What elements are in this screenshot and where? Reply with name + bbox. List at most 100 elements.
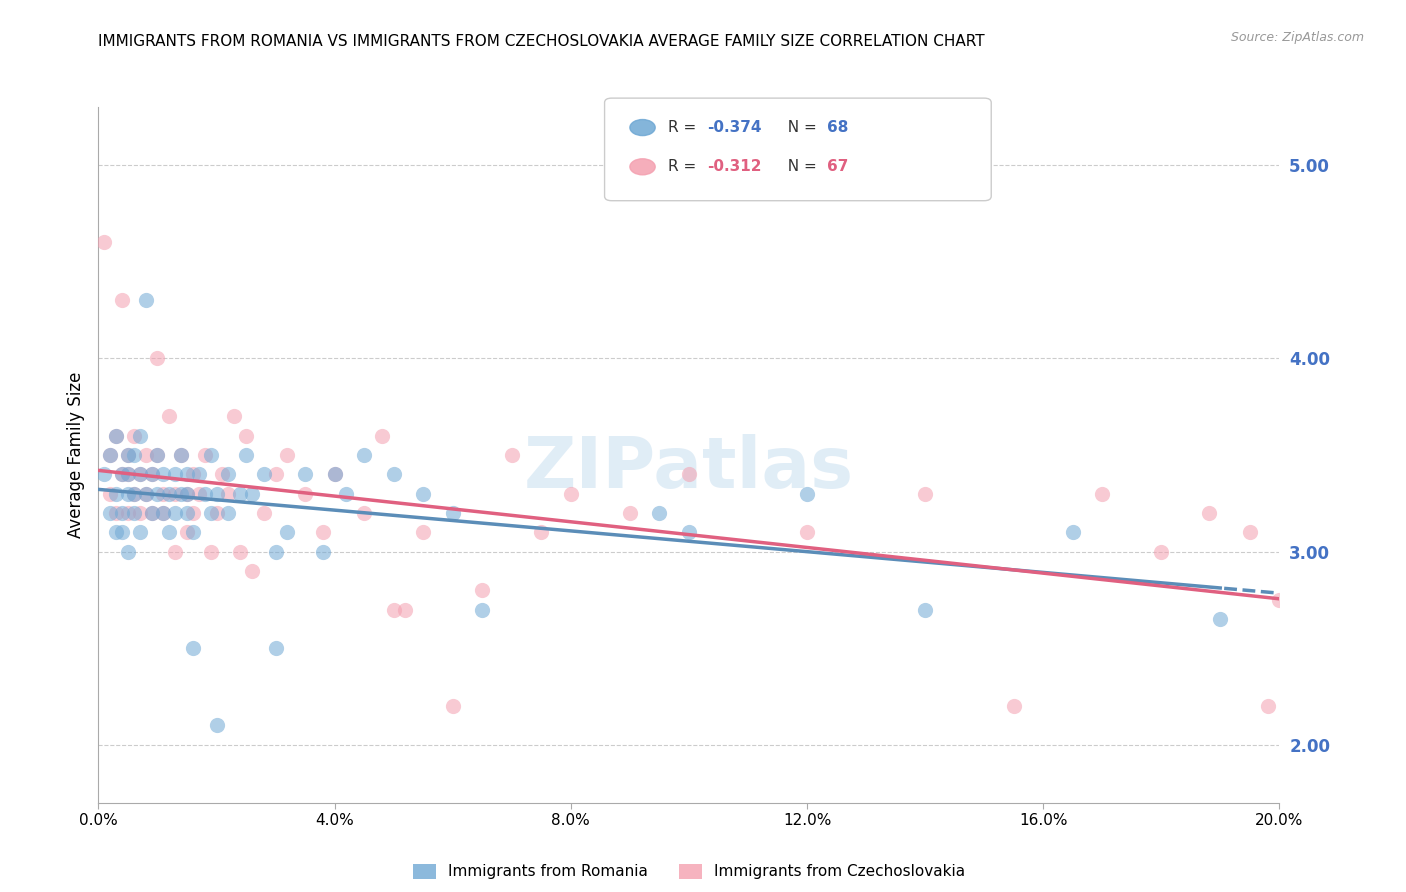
Point	[146, 486, 169, 500]
Point	[141, 506, 163, 520]
Point	[117, 467, 139, 482]
Point	[98, 486, 121, 500]
Point	[1198, 506, 1220, 520]
Point	[105, 525, 128, 540]
Point	[1268, 592, 1291, 607]
Point	[122, 428, 145, 442]
Text: N =: N =	[778, 160, 821, 174]
Point	[187, 467, 209, 482]
Text: 68: 68	[827, 120, 848, 135]
Point	[412, 525, 434, 540]
Point	[105, 486, 128, 500]
Point	[122, 506, 145, 520]
Text: -0.312: -0.312	[707, 160, 762, 174]
Point	[914, 602, 936, 616]
Point	[135, 293, 157, 308]
Point	[648, 506, 671, 520]
Point	[264, 467, 287, 482]
Point	[217, 506, 239, 520]
Point	[165, 486, 187, 500]
Point	[165, 506, 187, 520]
Point	[128, 467, 150, 482]
Point	[176, 467, 198, 482]
Point	[157, 486, 180, 500]
Point	[205, 506, 228, 520]
Point	[211, 467, 233, 482]
Point	[194, 448, 217, 462]
Point	[200, 448, 222, 462]
Text: 67: 67	[827, 160, 848, 174]
Point	[441, 699, 464, 714]
Point	[117, 506, 139, 520]
Point	[264, 544, 287, 558]
Point	[229, 486, 252, 500]
Point	[122, 486, 145, 500]
Point	[264, 641, 287, 656]
Text: -0.374: -0.374	[707, 120, 762, 135]
Point	[200, 506, 222, 520]
Point	[253, 506, 276, 520]
Point	[382, 602, 405, 616]
Point	[181, 641, 204, 656]
Point	[165, 544, 187, 558]
Point	[117, 544, 139, 558]
Point	[146, 448, 169, 462]
Point	[441, 506, 464, 520]
Point	[312, 544, 335, 558]
Y-axis label: Average Family Size: Average Family Size	[66, 372, 84, 538]
Point	[560, 486, 582, 500]
Point	[229, 544, 252, 558]
Point	[176, 486, 198, 500]
Point	[170, 448, 193, 462]
Point	[619, 506, 641, 520]
Text: R =: R =	[668, 160, 702, 174]
Point	[111, 293, 134, 308]
Point	[135, 486, 157, 500]
Point	[128, 525, 150, 540]
Text: Source: ZipAtlas.com: Source: ZipAtlas.com	[1230, 31, 1364, 45]
Point	[335, 486, 357, 500]
Point	[323, 467, 346, 482]
Point	[1091, 486, 1114, 500]
Point	[217, 486, 239, 500]
Point	[105, 428, 128, 442]
Point	[93, 467, 115, 482]
Point	[796, 525, 818, 540]
Point	[128, 428, 150, 442]
Point	[312, 525, 335, 540]
Point	[382, 467, 405, 482]
Point	[1257, 699, 1279, 714]
Point	[217, 467, 239, 482]
Point	[1150, 544, 1173, 558]
Point	[135, 486, 157, 500]
Point	[235, 448, 257, 462]
Point	[205, 718, 228, 732]
Point	[117, 467, 139, 482]
Point	[371, 428, 394, 442]
Point	[205, 486, 228, 500]
Point	[141, 506, 163, 520]
Point	[141, 467, 163, 482]
Point	[412, 486, 434, 500]
Point	[93, 235, 115, 250]
Point	[471, 583, 494, 598]
Point	[111, 506, 134, 520]
Point	[157, 525, 180, 540]
Point	[152, 467, 174, 482]
Point	[353, 448, 375, 462]
Point	[678, 467, 700, 482]
Point	[157, 409, 180, 424]
Point	[240, 564, 263, 578]
Point	[146, 448, 169, 462]
Point	[530, 525, 553, 540]
Point	[224, 409, 246, 424]
Point	[181, 506, 204, 520]
Point	[1062, 525, 1084, 540]
Point	[117, 448, 139, 462]
Point	[176, 506, 198, 520]
Point	[240, 486, 263, 500]
Point	[1002, 699, 1025, 714]
Point	[235, 428, 257, 442]
Point	[276, 525, 298, 540]
Point	[471, 602, 494, 616]
